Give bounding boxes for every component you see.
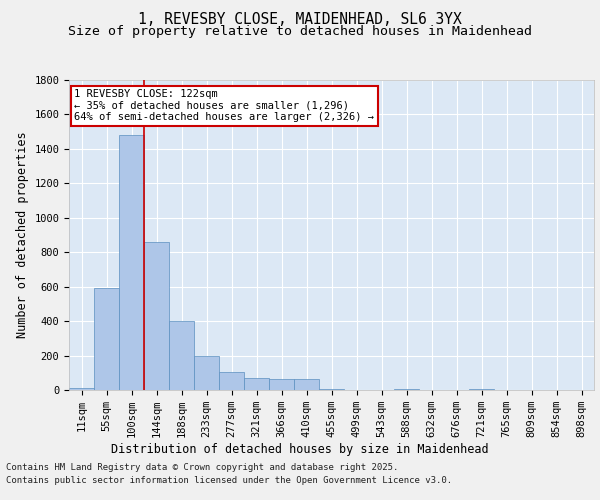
Text: 1, REVESBY CLOSE, MAIDENHEAD, SL6 3YX: 1, REVESBY CLOSE, MAIDENHEAD, SL6 3YX — [138, 12, 462, 28]
Bar — [144, 242, 169, 390]
Text: Contains HM Land Registry data © Crown copyright and database right 2025.: Contains HM Land Registry data © Crown c… — [6, 464, 398, 472]
Text: Size of property relative to detached houses in Maidenhead: Size of property relative to detached ho… — [68, 25, 532, 38]
Bar — [244, 378, 269, 390]
Bar — [294, 379, 319, 390]
Bar — [119, 135, 144, 390]
Bar — [394, 389, 419, 390]
Bar — [469, 389, 494, 390]
Text: Contains public sector information licensed under the Open Government Licence v3: Contains public sector information licen… — [6, 476, 452, 485]
Bar — [319, 389, 344, 390]
Text: 1 REVESBY CLOSE: 122sqm
← 35% of detached houses are smaller (1,296)
64% of semi: 1 REVESBY CLOSE: 122sqm ← 35% of detache… — [74, 90, 374, 122]
Y-axis label: Number of detached properties: Number of detached properties — [16, 132, 29, 338]
Bar — [194, 356, 219, 390]
Bar — [169, 321, 194, 390]
Bar — [69, 388, 94, 390]
Text: Distribution of detached houses by size in Maidenhead: Distribution of detached houses by size … — [111, 442, 489, 456]
Bar — [94, 288, 119, 390]
Bar — [269, 379, 294, 390]
Bar — [219, 372, 244, 390]
